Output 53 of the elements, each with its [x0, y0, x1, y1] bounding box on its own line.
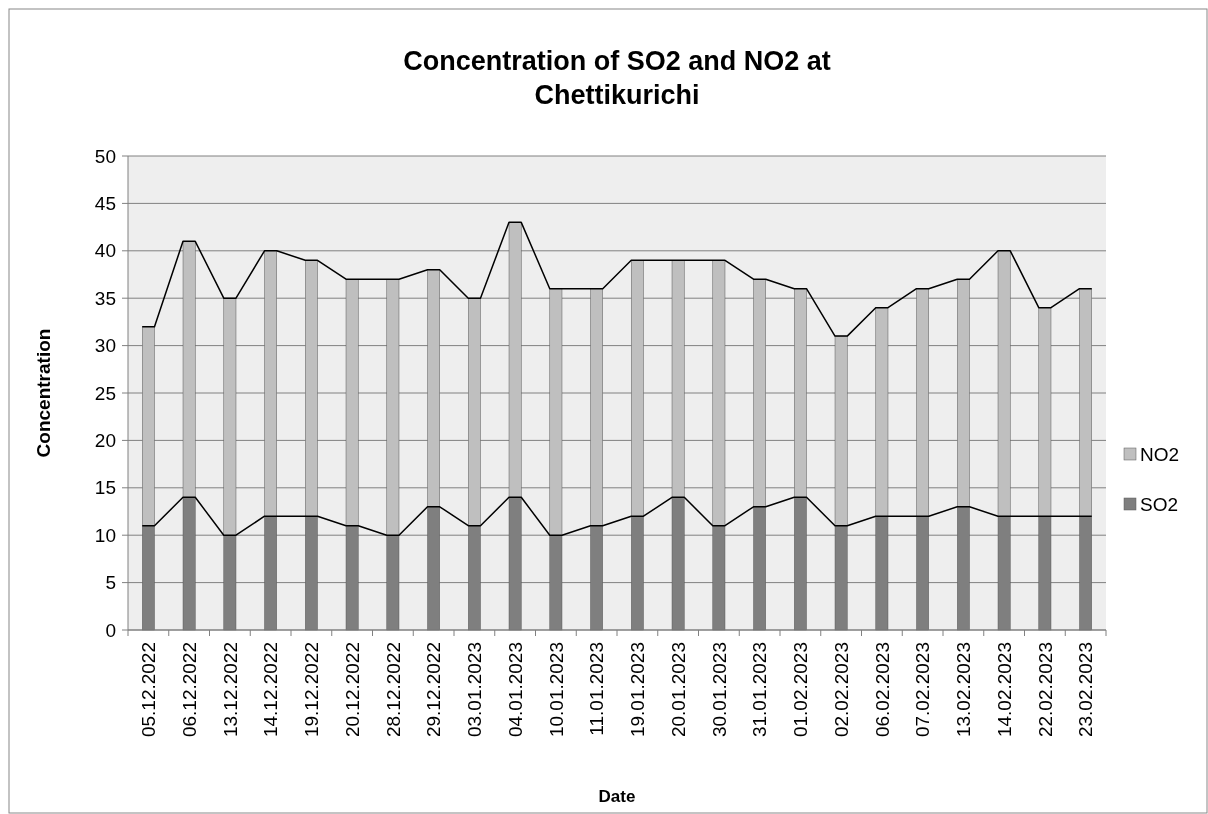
x-tick-label: 22.02.2023 [1034, 642, 1056, 738]
bar [997, 250, 1011, 517]
x-tick-label: 01.02.2023 [790, 642, 812, 738]
y-axis-title: Concentration [33, 328, 54, 458]
x-tick-label: 02.02.2023 [830, 642, 852, 738]
y-tick-label: 10 [94, 524, 116, 546]
x-tick-label: 19.01.2023 [627, 642, 649, 738]
bar [264, 250, 277, 517]
bar [305, 260, 318, 517]
x-tick-label: 06.12.2022 [178, 642, 200, 738]
x-tick-label: 11.01.2023 [586, 642, 608, 736]
bar [753, 278, 766, 508]
bar [916, 288, 929, 517]
x-tick-label: 30.01.2023 [708, 642, 730, 738]
x-tick-label: 07.02.2023 [912, 642, 934, 738]
bar [549, 288, 563, 536]
y-tick-label: 30 [94, 335, 116, 357]
bar [223, 297, 237, 536]
x-tick-label: 20.01.2023 [667, 642, 689, 738]
x-tick-label: 14.02.2023 [993, 642, 1015, 738]
y-tick-label: 5 [105, 572, 116, 594]
x-tick-label: 28.12.2022 [382, 642, 404, 738]
x-tick-label: 31.01.2023 [749, 642, 771, 738]
bar [1038, 307, 1052, 517]
x-tick-label: 05.12.2022 [138, 642, 160, 738]
bar [427, 269, 440, 508]
y-tick-label: 40 [94, 240, 116, 262]
y-tick-label: 45 [94, 193, 116, 215]
x-tick-label: 13.02.2023 [953, 642, 975, 738]
x-tick-label: 04.01.2023 [504, 642, 526, 738]
y-tick-label: 50 [94, 145, 116, 167]
bar [957, 278, 970, 508]
x-tick-label: 29.12.2022 [423, 642, 445, 738]
legend-label: SO2 [1140, 493, 1179, 515]
x-tick-label: 20.12.2022 [341, 642, 363, 738]
y-tick-label: 0 [105, 619, 116, 641]
y-tick-label: 35 [94, 287, 116, 309]
bar [1079, 288, 1092, 517]
chart-title: Concentration of SO2 and NO2 at Chettikurichi [403, 46, 831, 110]
x-tick-label: 13.12.2022 [219, 642, 241, 738]
y-tick-label: 15 [94, 477, 116, 499]
x-axis-title: Date [598, 787, 636, 806]
y-tick-label: 20 [94, 430, 116, 452]
y-tick-label: 25 [94, 382, 116, 404]
x-tick-label: 06.02.2023 [871, 642, 893, 738]
bar [631, 260, 644, 517]
legend-label: NO2 [1140, 443, 1180, 465]
x-tick-label: 03.01.2023 [464, 642, 486, 738]
bar [386, 278, 400, 536]
x-tick-label: 10.01.2023 [545, 642, 567, 738]
x-tick-label: 14.12.2022 [260, 642, 282, 738]
x-tick-label: 23.02.2023 [1075, 642, 1097, 738]
x-tick-label: 19.12.2022 [301, 642, 323, 738]
